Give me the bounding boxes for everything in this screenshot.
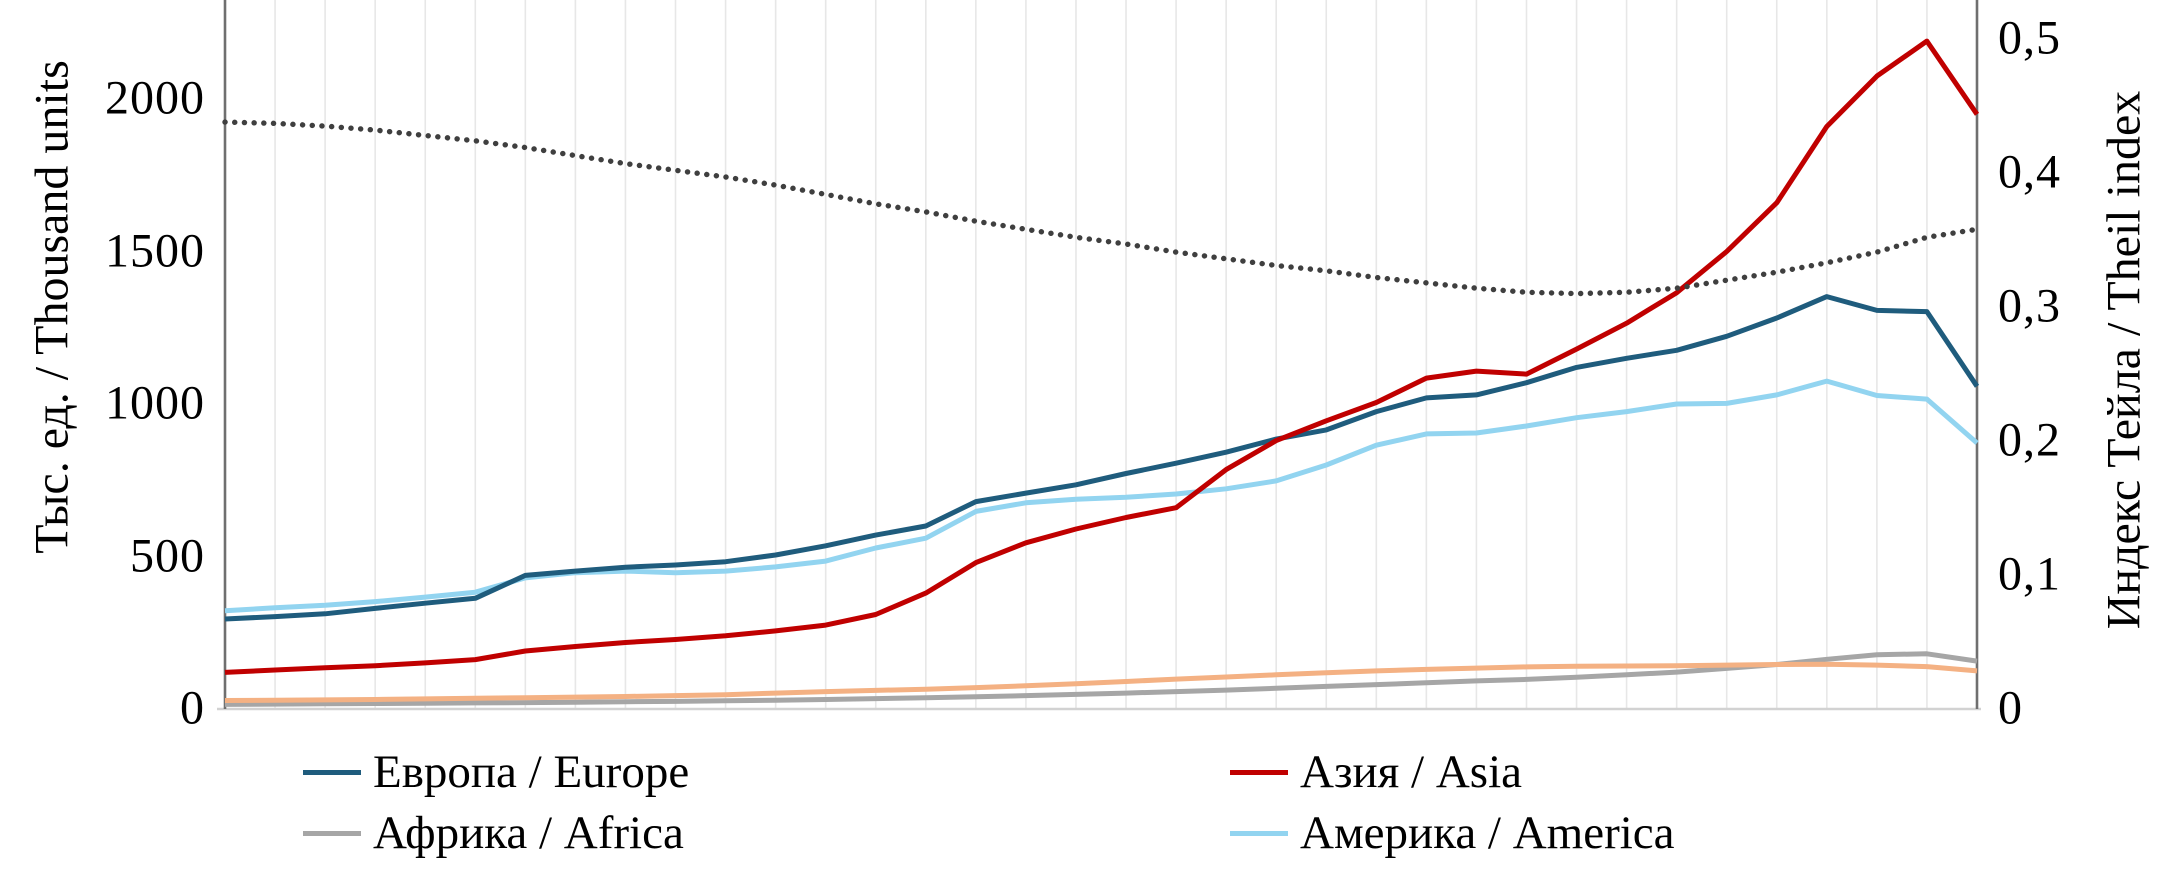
series-line-unlabeled-orange: [224, 661, 1978, 703]
africa-line-swatch-icon: [303, 830, 361, 836]
series-lines: [222, 38, 1980, 707]
legend-label-america: Америка / America: [1300, 807, 1675, 859]
legend-item-africa: Африка / Africa: [303, 806, 684, 860]
series-line--america: [224, 378, 1979, 614]
left-axis-tick: 1000: [105, 376, 205, 430]
legend-label-africa: Африка / Africa: [373, 807, 684, 859]
axis-lines: [217, 0, 1981, 711]
right-axis-title: Индекс Тейла / Theil index: [2097, 90, 2151, 630]
series-line--asia: [224, 38, 1980, 675]
vertical-gridlines: [274, 0, 1928, 709]
right-axis-tick: 0,3: [1998, 279, 2061, 333]
legend-label-europe: Европа / Europe: [373, 746, 690, 798]
left-axis-tick: 0: [180, 681, 205, 735]
legend-item-asia: Азия / Asia: [1230, 745, 1522, 799]
legend-item-europe: Европа / Europe: [303, 745, 689, 799]
left-axis-tick: 500: [130, 528, 205, 582]
left-axis-tick: 1500: [105, 223, 205, 277]
series-line--europe: [224, 294, 1980, 622]
right-axis-tick: 0,5: [1998, 11, 2061, 65]
right-axis-tick: 0,2: [1998, 413, 2061, 467]
legend-label-asia: Азия / Asia: [1300, 746, 1522, 798]
series-line--theil-index: [222, 119, 1980, 297]
america-line-swatch-icon: [1230, 830, 1288, 836]
right-axis-tick: 0: [1998, 681, 2023, 735]
left-axis-tick: 2000: [105, 71, 205, 125]
right-axis-tick: 0,1: [1998, 547, 2061, 601]
legend-item-america: Америка / America: [1230, 806, 1675, 860]
europe-line-swatch-icon: [303, 769, 361, 775]
series-line--africa: [224, 651, 1978, 707]
left-axis-title: Тыс. ед. / Thousand units: [25, 60, 79, 554]
right-axis-tick: 0,4: [1998, 145, 2061, 199]
asia-line-swatch-icon: [1230, 769, 1288, 775]
